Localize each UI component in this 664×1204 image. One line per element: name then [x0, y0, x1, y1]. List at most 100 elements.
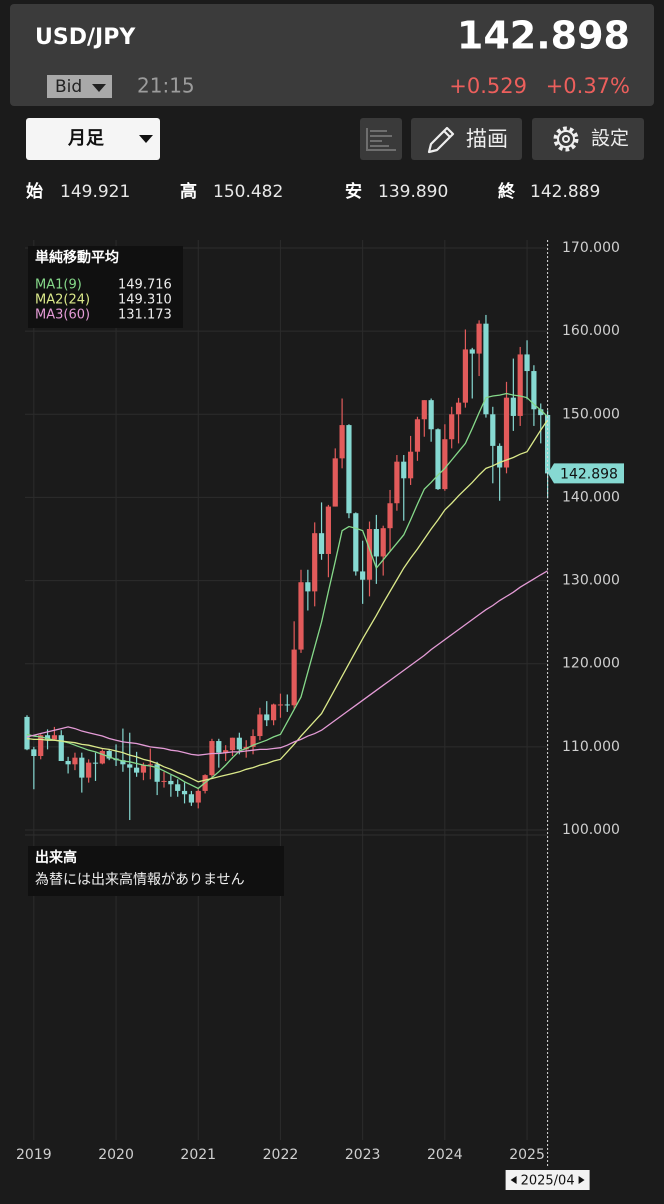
candle-body — [127, 764, 133, 768]
candle-body — [79, 757, 85, 778]
x-tick-label: 2025 — [509, 1147, 545, 1163]
candle-body — [332, 458, 338, 507]
indicator-button[interactable] — [360, 118, 402, 160]
candle-body — [387, 503, 393, 529]
y-tick-label: 110.000 — [562, 739, 620, 755]
crosshair-label: 2025/04 — [521, 1174, 575, 1189]
draw-button[interactable]: 描画 — [411, 118, 522, 160]
candle-body — [421, 400, 427, 420]
candle-body — [72, 757, 78, 765]
bid-box — [47, 75, 112, 98]
pencil-icon — [427, 126, 455, 154]
candle-body — [360, 571, 366, 580]
candle-body — [490, 414, 496, 446]
candle-body — [229, 737, 236, 751]
candle-body — [209, 741, 215, 776]
crosshair-label-box — [505, 1170, 590, 1190]
candle-body — [510, 397, 516, 416]
ohlc-value: 149.921 — [60, 182, 130, 202]
candle-body — [120, 760, 126, 765]
y-tick-label: 100.000 — [562, 822, 620, 838]
time: 21:15 — [137, 74, 195, 98]
candle-body — [264, 714, 270, 721]
change: +0.529 — [449, 74, 527, 98]
bid-label: Bid — [55, 77, 82, 97]
candle-body — [65, 760, 71, 765]
candle-body — [154, 764, 160, 782]
price-tag-label: 142.898 — [560, 466, 618, 482]
candle-body — [339, 425, 345, 459]
candle-body — [373, 529, 379, 557]
ohlc-value: 139.890 — [378, 182, 448, 202]
candle-body — [483, 323, 489, 415]
change-pct: +0.37% — [546, 74, 630, 98]
price: 142.898 — [457, 14, 630, 58]
candle-body — [236, 737, 242, 750]
y-tick-label: 130.000 — [562, 573, 620, 589]
candle-body — [497, 445, 503, 468]
y-tick-label: 120.000 — [562, 656, 620, 672]
dropdown-arrow — [139, 135, 153, 143]
gear-teeth — [553, 126, 579, 152]
candle-body — [353, 513, 359, 572]
crosshair-arrow-left — [510, 1176, 517, 1184]
y-tick-label: 170.000 — [562, 240, 620, 256]
x-tick-label: 2024 — [427, 1147, 463, 1163]
volume-title: 出来高 — [35, 849, 77, 866]
legend-value: 131.173 — [118, 308, 172, 323]
period-box — [26, 118, 160, 160]
y-tick-label: 150.000 — [562, 406, 620, 422]
candle-body — [216, 741, 222, 753]
icon — [366, 128, 396, 151]
settings-button[interactable]: 設定 — [532, 118, 644, 160]
candle-body — [99, 751, 105, 764]
ma-line — [26, 419, 549, 783]
candle-body — [305, 582, 311, 592]
candle-body — [38, 735, 44, 757]
candle-body — [168, 780, 174, 785]
ma-line — [26, 570, 548, 756]
candle-body — [24, 716, 30, 750]
legend-value: 149.716 — [118, 278, 172, 293]
legend-value: 149.310 — [118, 293, 172, 308]
volume-note: 為替には出来高情報がありません — [35, 871, 245, 888]
gear-body — [557, 130, 575, 148]
candle-body — [271, 704, 277, 721]
legend-name: MA1(9) — [35, 278, 82, 293]
y-tick-label: 160.000 — [562, 323, 620, 339]
candle-body — [325, 506, 331, 554]
candle-body — [414, 419, 421, 452]
ohlc-key: 始 — [26, 181, 43, 202]
plot — [24, 314, 551, 821]
candle-body — [134, 767, 140, 773]
gear-hub — [562, 135, 570, 143]
candle-body — [312, 533, 318, 592]
settings-label: 設定 — [591, 128, 629, 150]
candle-body — [195, 790, 201, 803]
ma-line — [26, 392, 549, 790]
bid-selector[interactable]: Bid — [47, 75, 112, 98]
period-label: 月足 — [67, 128, 104, 149]
candle-body — [147, 764, 153, 766]
volume-box — [28, 846, 284, 896]
crosshair-arrow-right — [578, 1176, 585, 1184]
candle-body — [86, 762, 92, 778]
candle-body — [291, 649, 297, 706]
candle-body — [408, 451, 414, 479]
legend-name: MA2(24) — [35, 293, 90, 308]
candle-body — [476, 323, 482, 354]
candle-body — [181, 790, 188, 795]
candle-body — [442, 439, 448, 490]
candle-body — [380, 528, 386, 557]
candle-body — [140, 765, 147, 773]
quote-header — [10, 4, 654, 106]
candle-body — [366, 529, 373, 580]
candle-body — [469, 349, 475, 354]
candle-body — [257, 714, 263, 737]
candle-body — [161, 780, 167, 782]
candle-body — [346, 425, 352, 514]
period-selector[interactable]: 月足 — [26, 118, 160, 160]
